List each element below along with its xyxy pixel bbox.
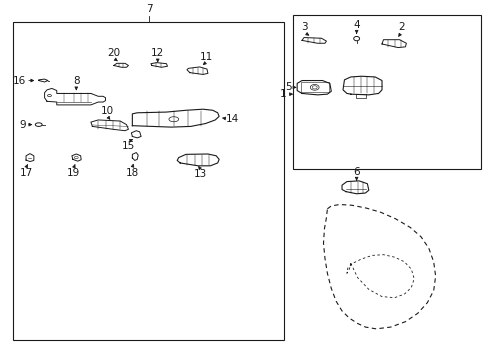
Text: 16: 16 <box>13 76 26 86</box>
Text: 10: 10 <box>100 105 113 116</box>
Text: 9: 9 <box>20 120 26 130</box>
Text: 13: 13 <box>194 170 207 179</box>
Text: 7: 7 <box>146 4 152 14</box>
Text: 5: 5 <box>285 82 292 93</box>
Text: 17: 17 <box>20 168 33 177</box>
Bar <box>355 94 366 98</box>
Text: 12: 12 <box>151 48 164 58</box>
Bar <box>293 15 480 170</box>
Text: 11: 11 <box>200 52 213 62</box>
Bar <box>13 22 283 339</box>
Text: 4: 4 <box>353 21 359 30</box>
Text: 18: 18 <box>125 168 139 177</box>
Text: 8: 8 <box>73 76 80 86</box>
Text: 15: 15 <box>122 141 135 152</box>
Text: 3: 3 <box>300 22 306 32</box>
Text: 2: 2 <box>397 22 404 32</box>
Text: 20: 20 <box>107 48 120 58</box>
Text: 19: 19 <box>67 168 81 177</box>
Text: 1: 1 <box>279 89 285 99</box>
Text: 6: 6 <box>353 167 359 177</box>
Bar <box>300 82 328 93</box>
Text: 14: 14 <box>225 113 239 123</box>
